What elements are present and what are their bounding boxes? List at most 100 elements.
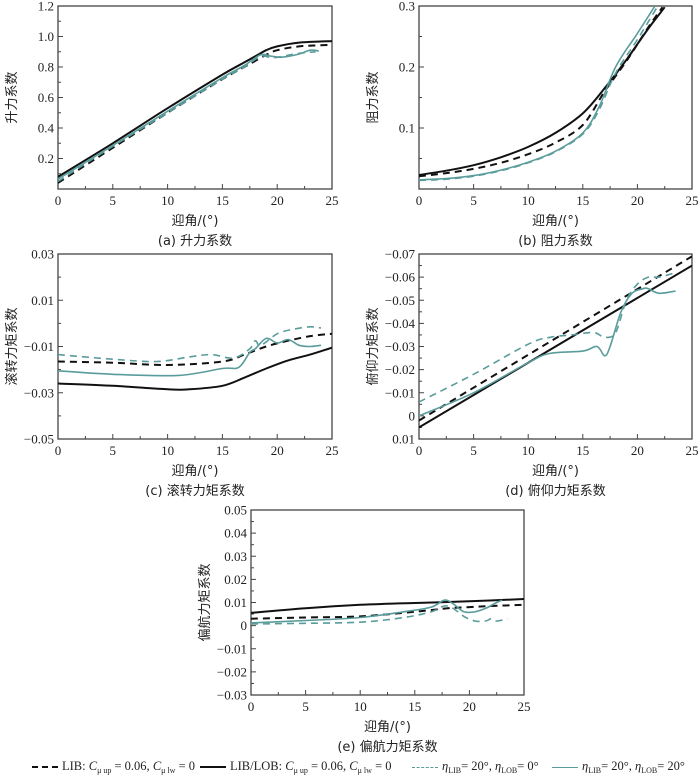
y-axis-label: 俯仰力矩系数 (365, 307, 381, 385)
y-tick-label: −0.07 (385, 247, 416, 262)
y-tick-label: 0.6 (38, 90, 55, 105)
series-line-eta20_0 (251, 605, 508, 625)
series-group (58, 40, 332, 184)
legend-swatch-solid-teal (552, 766, 578, 768)
x-tick-label: 0 (55, 193, 62, 208)
y-tick-label: 0.4 (38, 121, 55, 136)
panel-caption: (a) 升力系数 (158, 234, 232, 249)
chart-panel-c: 0 5 10 15 20 25 −0.05 −0.03 −0.01 0.01 0.03 迎角/(°) 滚… (4, 247, 339, 500)
legend-item-liblob: LIB/LOB: Cμ up = 0.06, Cμ lw = 0 (200, 759, 392, 775)
plot-frame (250, 509, 525, 696)
series-line-eta20_0 (58, 51, 316, 183)
x-tick-label: 25 (518, 699, 531, 714)
x-axis-label: 迎角/(°) (532, 214, 579, 229)
legend-label-eta20-0: ηLIB= 20°, ηLOB= 0° (442, 759, 539, 775)
y-tick-label: 0.01 (224, 595, 247, 610)
y-tick-label: 0.03 (31, 247, 54, 262)
x-axis-label: 迎角/(°) (171, 464, 218, 479)
y-tick-label: 0.3 (399, 0, 415, 14)
x-tick-label: 20 (271, 443, 284, 458)
y-tick-label: −0.06 (385, 270, 416, 285)
panel-caption: (b) 阻力系数 (518, 234, 593, 249)
legend-item-eta20-20: ηLIB= 20°, ηLOB= 20° (552, 759, 685, 775)
y-tick-label: −0.03 (385, 339, 415, 354)
legend-swatch-solid-black (200, 766, 226, 768)
panel-caption: (d) 俯仰力矩系数 (505, 483, 606, 499)
x-tick-label: 5 (470, 443, 477, 458)
x-tick-label: 25 (686, 443, 699, 458)
series-group (58, 325, 332, 391)
x-tick-label: 5 (110, 443, 117, 458)
x-tick-label: 0 (416, 193, 423, 208)
plot-frame (57, 253, 333, 440)
x-tick-label: 10 (161, 443, 174, 458)
y-tick-label: 1.2 (38, 0, 54, 14)
y-tick-label: −0.01 (217, 641, 247, 656)
series-line-lib-lob (251, 598, 524, 614)
x-tick-label: 10 (354, 699, 367, 714)
y-tick-label: 0.8 (38, 60, 54, 75)
y-tick-label: 0.01 (392, 432, 415, 447)
legend-swatch-dashed-teal (412, 766, 438, 768)
series-group (419, 6, 666, 182)
chart-panel-e: 0 5 10 15 20 25 −0.03 −0.02 −0.01 0 0.01 0.02 0.03 0.… (197, 503, 531, 756)
chart-panel-a: 0 5 10 15 20 25 0.2 0.4 0.6 0.8 1.0 1.2 迎角/(°) 升力系数 (a… (5, 0, 339, 249)
legend-label-lib: LIB: Cμ up = 0.06, Cμ lw = 0 (62, 759, 196, 775)
panel-caption: (e) 偏航力矩系数 (337, 739, 437, 755)
y-axis-label: 偏航力矩系数 (197, 563, 213, 641)
x-tick-label: 0 (416, 443, 423, 458)
x-tick-label: 20 (631, 443, 644, 458)
y-tick-label: −0.05 (385, 293, 415, 308)
y-tick-label: 0.04 (224, 526, 247, 541)
x-tick-label: 15 (216, 193, 229, 208)
y-tick-label: 1.0 (38, 29, 54, 44)
chart-panel-b: 0 5 10 15 20 25 0.1 0.2 0.3 迎角/(°) 阻力系数 (b) 阻力系数 (366, 0, 699, 249)
x-tick-label: 20 (271, 193, 284, 208)
y-axis-label: 升力系数 (5, 71, 20, 123)
legend-swatch-dashed-black (32, 766, 58, 768)
legend-item-lib: LIB: Cμ up = 0.06, Cμ lw = 0 (32, 759, 195, 775)
y-axis-label: 滚转力矩系数 (4, 307, 20, 385)
series-line-eta20_20 (419, 6, 656, 181)
y-tick-label: −0.05 (24, 432, 54, 447)
y-axis-label: 阻力系数 (366, 71, 381, 123)
y-tick-label: −0.04 (385, 316, 416, 331)
legend-label-liblob: LIB/LOB: Cμ up = 0.06, Cμ lw = 0 (230, 759, 392, 775)
series-line-eta20_20 (251, 599, 503, 624)
plot-frame (57, 5, 333, 190)
series-line-lib (419, 255, 692, 422)
x-tick-label: 25 (326, 443, 339, 458)
series-line-eta20_20 (58, 337, 322, 377)
series-line-lib-lob (419, 264, 692, 429)
x-axis-label: 迎角/(°) (532, 464, 579, 479)
x-tick-label: 10 (161, 193, 174, 208)
series-group (251, 598, 524, 625)
y-tick-label: 0.2 (38, 151, 54, 166)
series-line-lib (251, 603, 524, 620)
series-line-lib-lob (419, 6, 666, 176)
x-tick-label: 15 (576, 443, 589, 458)
figure: 0 5 10 15 20 25 0.2 0.4 0.6 0.8 1.0 1.2 迎角/(°) 升力系数 (a… (4, 0, 699, 756)
series-line-eta20_20 (58, 49, 319, 180)
series-line-lib (419, 6, 664, 178)
legend-label-eta20-20: ηLIB= 20°, ηLOB= 20° (582, 759, 685, 775)
x-tick-label: 0 (248, 699, 255, 714)
x-tick-label: 0 (55, 443, 62, 458)
panel-caption: (c) 滚转力矩系数 (145, 483, 244, 499)
y-tick-label: 0.05 (224, 503, 247, 518)
x-tick-label: 15 (576, 193, 589, 208)
x-tick-label: 5 (470, 193, 477, 208)
y-tick-label: −0.02 (217, 664, 247, 679)
series-group (419, 255, 692, 429)
x-tick-label: 15 (216, 443, 229, 458)
series-line-lib-lob (58, 346, 332, 391)
x-tick-label: 20 (631, 193, 644, 208)
series-line-eta20_0 (419, 271, 676, 403)
x-tick-label: 5 (302, 699, 309, 714)
series-line-eta20_0 (419, 6, 658, 182)
x-tick-label: 10 (522, 193, 535, 208)
y-tick-label: 0.02 (224, 572, 247, 587)
y-tick-label: 0.2 (399, 60, 415, 75)
x-tick-label: 25 (686, 193, 699, 208)
x-tick-label: 15 (408, 699, 421, 714)
